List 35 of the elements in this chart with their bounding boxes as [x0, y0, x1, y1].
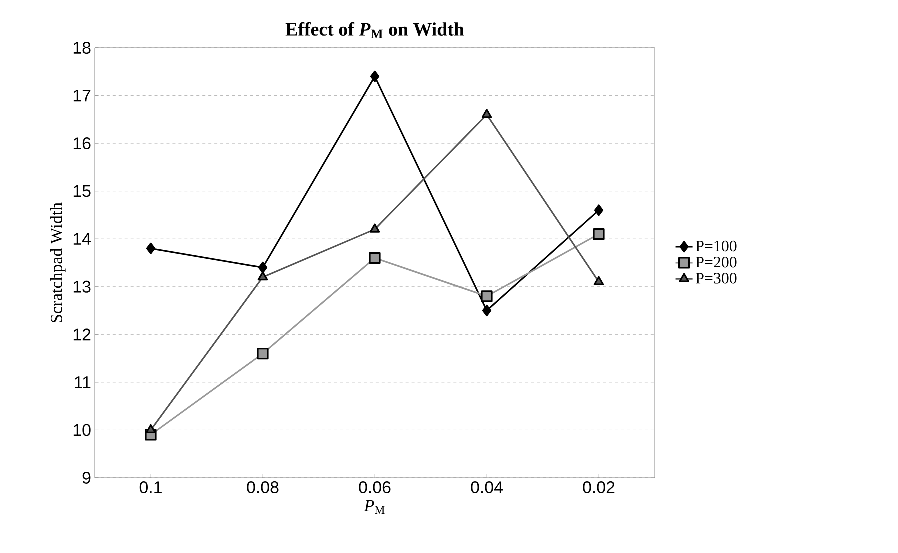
y-tick-label: 9 — [82, 472, 91, 484]
y-axis-title: Scratchpad Width — [50, 202, 66, 322]
point — [481, 290, 493, 302]
y-tick-label: 17 — [74, 90, 91, 102]
point — [146, 242, 156, 254]
chart-title: Effect of P$_{M}$ on Width — [286, 22, 464, 38]
y-tick-label: 10 — [74, 424, 91, 436]
x-tick-label: 0.06 — [359, 482, 391, 494]
y-tick-label: 18 — [74, 42, 91, 54]
point — [257, 348, 269, 360]
legend-label: P=100 — [696, 240, 737, 252]
y-tick-label: 14 — [74, 233, 91, 245]
x-tick-label: 0.08 — [247, 482, 279, 494]
point — [593, 228, 605, 240]
point — [594, 204, 604, 216]
point — [594, 276, 604, 286]
point — [258, 272, 268, 281]
y-tick-label: 16 — [74, 138, 91, 150]
point — [369, 252, 381, 264]
x-tick-label: 0.02 — [583, 482, 615, 494]
point — [482, 109, 492, 118]
legend-label: P=300 — [696, 273, 737, 284]
y-tick-label: 15 — [74, 185, 91, 198]
x-tick-label: 0.04 — [471, 482, 503, 494]
point — [370, 70, 380, 82]
point — [146, 424, 156, 434]
point — [482, 304, 492, 317]
x-axis-title: P$_{M}$ — [364, 500, 385, 514]
y-tick-label: 12 — [74, 328, 91, 341]
y-tick-label: 11 — [75, 376, 91, 388]
y-tick-label: 13 — [74, 280, 91, 293]
legend-label: P=200 — [696, 256, 737, 268]
x-tick-label: 0.1 — [140, 482, 162, 494]
point — [258, 262, 268, 274]
point — [370, 224, 380, 233]
